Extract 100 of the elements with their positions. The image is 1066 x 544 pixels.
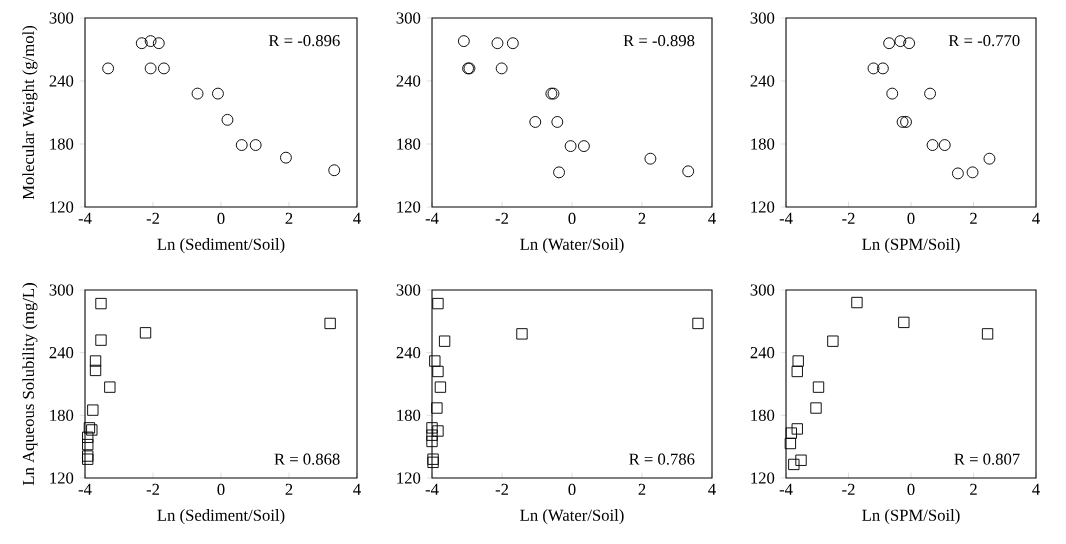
x-tick-label: 4 xyxy=(353,483,361,495)
x-tick-label: -2 xyxy=(495,483,509,495)
point xyxy=(938,139,951,151)
point xyxy=(426,429,438,441)
x-tick-label: 0 xyxy=(217,212,225,225)
point xyxy=(851,296,863,309)
y-tick-label: 300 xyxy=(396,284,421,296)
point xyxy=(431,402,443,414)
x-tick-label: -4 xyxy=(779,483,793,495)
y-tick-label: 240 xyxy=(49,347,74,359)
x-tick-label: -2 xyxy=(842,483,855,495)
point xyxy=(249,139,262,151)
point xyxy=(104,381,116,393)
x-tick-label: -4 xyxy=(78,483,92,495)
y-tick-label: 240 xyxy=(750,75,775,87)
point xyxy=(564,140,577,153)
point xyxy=(900,116,912,128)
point xyxy=(951,167,964,180)
point xyxy=(506,37,519,50)
x-tick-label: 2 xyxy=(970,483,977,495)
point xyxy=(883,37,896,50)
y-tick-label: 120 xyxy=(50,201,74,213)
point xyxy=(457,35,470,48)
point xyxy=(426,435,438,448)
y-axis-title: Ln Aqueous Solubility (mg/L) xyxy=(22,283,38,486)
annotation: R = -0.898 xyxy=(623,35,695,47)
point xyxy=(788,458,800,471)
point xyxy=(785,427,797,439)
x-axis-title: Ln (SPM/Soil) xyxy=(862,509,960,525)
point xyxy=(827,335,839,347)
y-tick-label: 180 xyxy=(751,409,775,421)
annotation: R = -0.896 xyxy=(268,35,340,47)
point xyxy=(926,139,939,151)
annotation: R = 0.786 xyxy=(629,453,695,465)
y-tick-label: 180 xyxy=(50,138,74,150)
x-tick-label: 2 xyxy=(638,212,646,224)
point xyxy=(432,425,444,437)
annotation: R = 0.807 xyxy=(954,453,1020,465)
point xyxy=(426,422,438,434)
y-tick-label: 240 xyxy=(49,75,74,87)
point xyxy=(867,62,880,75)
point xyxy=(886,87,899,100)
y-tick-label: 300 xyxy=(396,12,421,24)
point xyxy=(792,355,804,367)
point xyxy=(429,355,441,367)
x-tick-label: 4 xyxy=(353,212,361,224)
x-tick-label: 0 xyxy=(907,483,915,496)
point xyxy=(791,365,803,378)
y-tick-label: 300 xyxy=(750,12,775,24)
point xyxy=(644,152,657,165)
x-tick-label: -2 xyxy=(146,483,160,495)
x-axis-title: Ln (Sediment/Soil) xyxy=(157,509,285,525)
x-tick-label: -4 xyxy=(779,212,793,224)
point xyxy=(82,438,94,451)
x-axis-title: Ln (Water/Soil) xyxy=(520,509,624,525)
point xyxy=(102,62,115,75)
point xyxy=(966,166,979,179)
y-tick-label: 120 xyxy=(751,472,775,484)
y-tick-label: 180 xyxy=(397,409,421,421)
x-tick-label: 4 xyxy=(1032,483,1040,495)
x-axis-title: Ln (Water/Soil) xyxy=(520,238,624,254)
point xyxy=(516,328,528,340)
x-tick-label: 0 xyxy=(568,212,576,225)
point xyxy=(810,402,822,414)
point xyxy=(876,62,889,75)
annotation: R = 0.868 xyxy=(274,453,340,465)
point xyxy=(812,381,825,393)
point xyxy=(95,297,107,310)
y-tick-label: 300 xyxy=(49,284,74,296)
point xyxy=(682,165,695,178)
point xyxy=(981,328,994,340)
point xyxy=(551,116,564,128)
point xyxy=(280,151,292,164)
point xyxy=(795,454,807,466)
x-tick-label: 2 xyxy=(285,212,293,224)
x-tick-label: -4 xyxy=(425,212,439,224)
point xyxy=(529,116,542,128)
point xyxy=(144,35,157,48)
point xyxy=(438,335,451,347)
x-tick-label: 0 xyxy=(907,212,915,225)
x-tick-label: 2 xyxy=(638,483,646,495)
point xyxy=(82,431,94,443)
x-tick-label: -2 xyxy=(495,212,509,224)
point xyxy=(324,317,336,330)
y-tick-label: 240 xyxy=(396,75,421,87)
point xyxy=(89,364,102,377)
point xyxy=(577,140,590,153)
y-tick-label: 120 xyxy=(397,201,421,213)
y-tick-label: 240 xyxy=(750,347,775,359)
x-tick-label: -2 xyxy=(146,212,160,224)
y-tick-label: 180 xyxy=(50,409,74,421)
point xyxy=(903,37,916,50)
x-axis-title: Ln (SPM/Soil) xyxy=(862,238,960,254)
x-tick-label: 2 xyxy=(285,483,293,495)
y-tick-label: 300 xyxy=(750,284,775,296)
point xyxy=(152,37,165,50)
x-tick-label: 4 xyxy=(708,483,716,495)
y-tick-label: 300 xyxy=(49,12,74,24)
x-tick-label: -2 xyxy=(842,212,855,224)
annotation: R = -0.770 xyxy=(948,35,1020,47)
